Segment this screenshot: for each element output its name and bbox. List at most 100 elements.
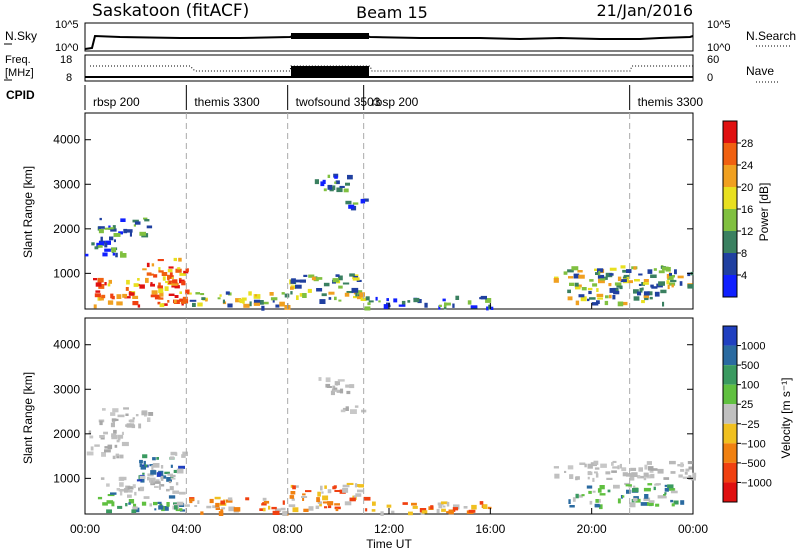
velocity-data-cell	[218, 511, 224, 516]
power-data-cell	[623, 274, 630, 277]
velocity-data-cell	[111, 501, 115, 507]
velocity-data-cell	[221, 507, 226, 510]
velocity-data-cell	[337, 379, 345, 382]
velocity-ylabel: Slant Range [km]	[21, 372, 35, 464]
power-data-cell	[120, 253, 127, 258]
velocity-data-cell	[648, 500, 655, 503]
velocity-data-cell	[139, 463, 143, 468]
velocity-data-cell	[448, 509, 454, 515]
cpid-segment-label: themis 3300	[638, 95, 704, 109]
velocity-data-cell	[345, 384, 350, 388]
velocity-colorbar-segment	[723, 384, 737, 405]
velocity-data-cell	[592, 490, 596, 493]
velocity-data-layer	[86, 377, 697, 516]
nsky-dense-block	[291, 33, 369, 39]
power-data-cell	[182, 296, 188, 302]
power-data-cell	[563, 271, 568, 275]
velocity-data-cell	[594, 467, 600, 470]
power-data-cell	[647, 291, 653, 296]
power-data-cell	[177, 267, 181, 270]
velocity-data-cell	[261, 503, 267, 506]
power-data-cell	[626, 276, 630, 279]
power-data-cell	[173, 257, 177, 262]
power-data-cell	[93, 278, 98, 281]
power-colorbar-segment	[723, 231, 737, 253]
power-data-cell	[479, 297, 483, 300]
power-ylabel: Slant Range [km]	[21, 166, 35, 258]
power-data-cell	[687, 272, 691, 277]
velocity-colorbar-segment	[723, 365, 737, 385]
power-data-cell	[332, 278, 339, 283]
time-tick-label: 16:00	[475, 522, 505, 536]
power-data-cell	[270, 297, 278, 301]
velocity-data-cell	[168, 495, 176, 499]
velocity-data-cell	[282, 511, 288, 516]
power-data-cell	[149, 273, 154, 276]
cpid-segment-label: rbsp 200	[93, 95, 140, 109]
power-data-cell	[320, 181, 325, 187]
power-data-cell	[612, 295, 616, 300]
velocity-data-cell	[371, 509, 376, 512]
velocity-data-cell	[158, 484, 161, 490]
power-data-cell	[486, 306, 489, 311]
power-data-cell	[589, 279, 594, 282]
power-data-cell	[219, 294, 222, 297]
power-data-cell	[290, 291, 293, 295]
velocity-data-cell	[691, 477, 696, 481]
velocity-data-cell	[184, 504, 190, 507]
velocity-data-cell	[89, 435, 94, 439]
cpid-label: CPID	[6, 88, 35, 102]
velocity-data-cell	[272, 510, 280, 515]
velocity-data-cell	[346, 390, 351, 395]
power-data-cell	[290, 279, 295, 284]
power-data-cell	[666, 274, 669, 279]
velocity-data-cell	[669, 460, 676, 465]
power-data-cell	[338, 299, 342, 302]
velocity-data-cell	[411, 502, 417, 506]
velocity-data-cell	[214, 496, 221, 500]
velocity-data-cell	[578, 494, 583, 498]
velocity-data-cell	[651, 468, 658, 471]
velocity-data-cell	[110, 492, 117, 495]
power-data-cell	[179, 291, 182, 294]
time-tick-label: 00:00	[70, 522, 100, 536]
velocity-data-cell	[333, 387, 338, 390]
velocity-data-cell	[631, 472, 638, 477]
velocity-data-cell	[688, 466, 693, 470]
freq-label-2: [MHz]	[5, 67, 34, 79]
velocity-data-cell	[125, 413, 129, 416]
velocity-data-cell	[99, 420, 103, 426]
power-data-cell	[308, 274, 315, 278]
velocity-data-cell	[330, 390, 335, 396]
power-data-cell	[269, 292, 274, 296]
nsky-panel: N.Sky 10^5 10^0 N.Search 10^5 10^0	[4, 19, 796, 54]
power-data-cell	[132, 219, 139, 223]
velocity-data-cell	[334, 490, 342, 492]
power-data-cell	[302, 293, 307, 298]
velocity-data-cell	[644, 464, 648, 470]
velocity-data-cell	[622, 472, 628, 477]
velocity-data-cell	[655, 483, 661, 486]
velocity-data-cell	[605, 471, 611, 475]
power-data-cell	[355, 292, 358, 297]
power-data-cell	[613, 290, 620, 295]
velocity-data-cell	[567, 465, 574, 470]
power-data-cell	[126, 279, 130, 285]
velocity-data-cell	[349, 384, 355, 389]
power-colorbar-segment	[723, 165, 737, 187]
velocity-data-cell	[650, 473, 655, 479]
velocity-data-cell	[633, 496, 639, 500]
power-data-layer	[85, 173, 694, 311]
velocity-data-cell	[625, 473, 632, 477]
velocity-data-cell	[625, 484, 632, 487]
power-data-cell	[168, 280, 175, 285]
power-data-cell	[100, 236, 103, 242]
velocity-data-cell	[353, 495, 356, 500]
power-data-cell	[112, 252, 115, 256]
power-data-cell	[364, 306, 371, 311]
velocity-ytick-label: 2000	[53, 427, 80, 441]
velocity-data-cell	[613, 484, 620, 489]
power-data-cell	[145, 277, 149, 283]
power-data-cell	[110, 293, 114, 299]
power-data-cell	[669, 273, 672, 278]
